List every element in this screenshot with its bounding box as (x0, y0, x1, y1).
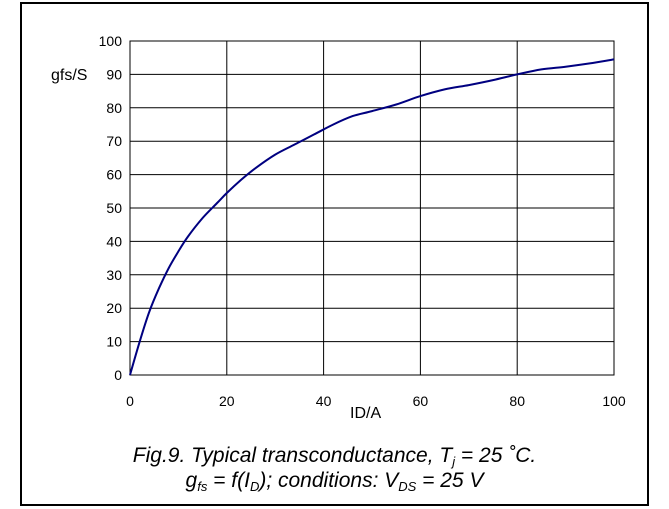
y-tick-label: 10 (106, 334, 122, 350)
y-tick-label: 80 (106, 100, 122, 116)
x-tick-label: 0 (126, 393, 134, 409)
y-tick-label: 20 (106, 300, 122, 316)
y-tick-label: 0 (114, 367, 122, 383)
y-tick-label: 90 (106, 66, 122, 82)
grid-lines (129, 40, 615, 376)
y-tick-label: 60 (106, 167, 122, 183)
series-line (129, 58, 615, 376)
y-tick-label: 50 (106, 200, 122, 216)
y-tick-label: 40 (106, 233, 122, 249)
caption-line-2: gfs = f(ID); conditions: VDS = 25 V (185, 469, 484, 494)
x-tick-label: 80 (509, 393, 525, 409)
x-tick-labels: 0 20 40 60 80 100 (126, 393, 626, 409)
plot-border (129, 40, 615, 376)
y-axis-label: gfs/S (51, 67, 87, 84)
x-tick-label: 20 (219, 393, 235, 409)
x-tick-label: 60 (413, 393, 429, 409)
y-tick-label: 70 (106, 133, 122, 149)
y-tick-label: 100 (99, 33, 123, 49)
figure-frame (20, 2, 649, 506)
x-axis-label: ID/A (350, 405, 381, 422)
y-tick-label: 30 (106, 267, 122, 283)
x-tick-label: 40 (316, 393, 332, 409)
caption-line-1: Fig.9. Typical transconductance, Tj = 25… (132, 444, 537, 469)
y-tick-labels: 0 10 20 30 40 50 60 70 80 90 100 (99, 33, 123, 383)
x-tick-label: 100 (602, 393, 626, 409)
